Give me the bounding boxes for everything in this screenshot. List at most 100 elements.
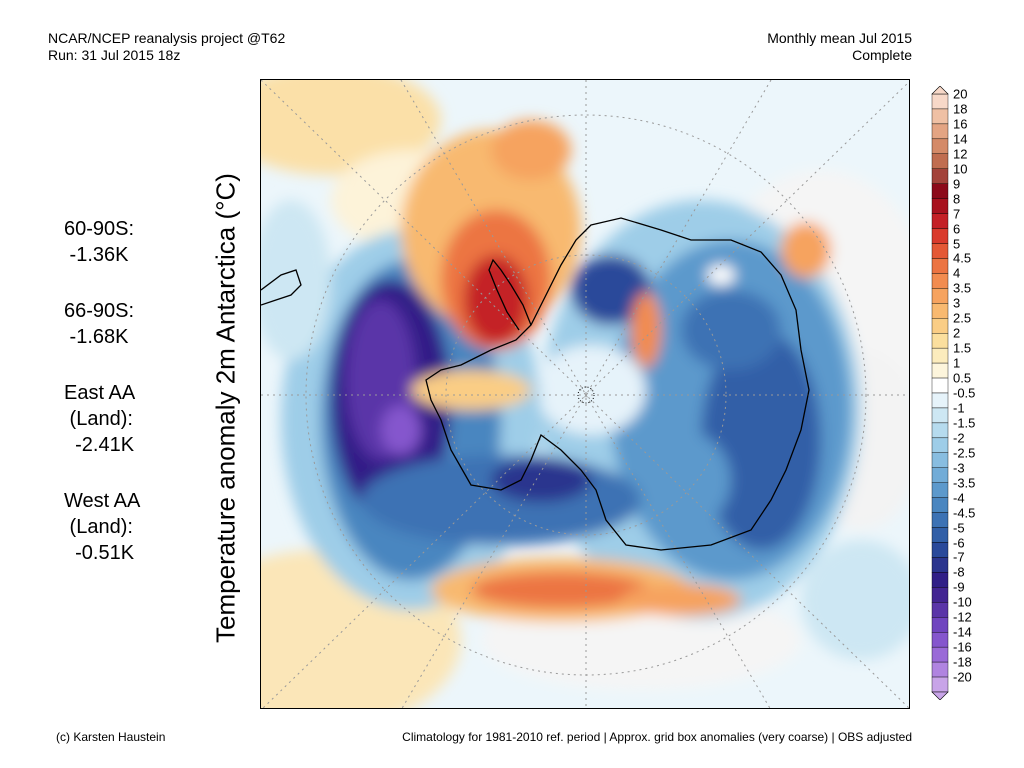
colorbar-label: -4 — [953, 490, 965, 506]
colorbar-label: 20 — [953, 86, 968, 102]
model-title: NCAR/NCEP reanalysis project @T62 — [48, 30, 286, 46]
colorbar-box — [931, 587, 949, 603]
stat-west-aa: West AA (Land): -0.51K — [64, 490, 141, 564]
colorbar-box — [931, 332, 949, 349]
colorbar-label: 4 — [953, 265, 961, 281]
colorbar-label: 14 — [953, 131, 968, 147]
colorbar-box — [931, 512, 949, 528]
colorbar-box — [931, 273, 949, 289]
colorbar-label: 5 — [953, 236, 961, 251]
colorbar-box — [931, 93, 949, 110]
colorbar-box — [931, 168, 949, 184]
colorbar-label: -6 — [953, 535, 965, 550]
colorbar-label: -5 — [953, 520, 965, 536]
colorbar-box — [931, 228, 949, 244]
antarctica-coastline — [425, 217, 810, 551]
colorbar-label: 1.5 — [953, 340, 972, 356]
colorbar-label: 18 — [953, 101, 968, 117]
colorbar-label: 6 — [953, 221, 961, 237]
colorbar-label: 2 — [953, 325, 961, 341]
colorbar-box — [931, 422, 949, 439]
completion-status: Complete — [852, 47, 912, 63]
colorbar-boxes — [931, 93, 949, 693]
colorbar-label: -20 — [953, 669, 972, 685]
colorbar-box — [931, 467, 949, 483]
colorbar-label: -2.5 — [953, 445, 976, 461]
colorbar-label: -8 — [953, 564, 965, 580]
colorbar-box — [931, 646, 949, 663]
colorbar-arrow-top-icon — [931, 86, 949, 95]
header-left: NCAR/NCEP reanalysis project @T62 Run: 3… — [48, 30, 285, 64]
colorbar-label: 9 — [953, 176, 961, 192]
climatology-note: Climatology for 1981-2010 ref. period | … — [402, 730, 912, 744]
colorbar-label: 1 — [953, 355, 961, 371]
colorbar-label: 3.5 — [953, 280, 972, 296]
colorbar — [931, 86, 949, 700]
period-title: Monthly mean Jul 2015 — [767, 30, 912, 46]
colorbar-box — [931, 482, 949, 498]
credit: (c) Karsten Haustein — [56, 730, 166, 744]
colorbar-label: -3 — [953, 460, 965, 476]
colorbar-box — [931, 557, 949, 573]
region-stats: 60-90S: -1.36K 66-90S: -1.68K East AA (L… — [64, 216, 140, 596]
colorbar-box — [931, 303, 949, 319]
colorbar-box — [931, 661, 949, 678]
colorbar-label: 0.5 — [953, 370, 972, 386]
colorbar-box — [931, 183, 949, 199]
map-title: Temperature anomaly 2m Antarctica (°C) — [210, 173, 241, 643]
colorbar-box — [931, 347, 949, 364]
colorbar-labels: 20 18 16 14 12 10 9 8 7 6 5 4.5 4 3.5 3 2.5 2 1.5 1 0.5 -0.5… — [953, 88, 1013, 694]
colorbar-label: -7 — [953, 549, 965, 565]
colorbar-box — [931, 258, 949, 274]
colorbar-box — [931, 602, 949, 618]
colorbar-box — [931, 318, 949, 334]
south-america-coastline — [261, 269, 302, 306]
colorbar-box — [931, 542, 949, 558]
colorbar-box — [931, 617, 949, 633]
colorbar-label: -9 — [953, 579, 965, 595]
colorbar-box — [931, 497, 949, 513]
anomaly-map — [260, 79, 910, 709]
anomaly-map-svg — [261, 80, 909, 708]
colorbar-label: -10 — [953, 594, 972, 610]
colorbar-label: -2 — [953, 430, 965, 446]
colorbar-label: -16 — [953, 639, 972, 655]
colorbar-label: -1 — [953, 400, 965, 416]
colorbar-box — [931, 632, 949, 648]
colorbar-box — [931, 407, 949, 424]
colorbar-box — [931, 213, 949, 229]
stat-60-90s: 60-90S: -1.36K — [64, 218, 135, 266]
colorbar-arrow-bottom-icon — [931, 691, 949, 700]
colorbar-box — [931, 288, 949, 304]
run-time: Run: 31 Jul 2015 18z — [48, 47, 181, 63]
colorbar-box — [931, 572, 949, 588]
colorbar-box — [931, 243, 949, 259]
colorbar-label: 12 — [953, 146, 968, 162]
colorbar-box — [931, 153, 949, 169]
colorbar-box — [931, 377, 949, 394]
colorbar-label: 2.5 — [953, 310, 972, 326]
colorbar-box — [931, 452, 949, 468]
colorbar-label: -1.5 — [953, 415, 976, 431]
colorbar-box — [931, 437, 949, 454]
colorbar-box — [931, 198, 949, 214]
colorbar-label: -14 — [953, 624, 972, 640]
colorbar-box — [931, 527, 949, 543]
stat-east-aa: East AA (Land): -2.41K — [64, 382, 136, 456]
colorbar-box — [931, 676, 949, 693]
graticule — [261, 80, 909, 708]
colorbar-label: -18 — [953, 654, 972, 670]
header-right: Monthly mean Jul 2015 Complete — [767, 30, 912, 64]
colorbar-label: -0.5 — [953, 385, 976, 401]
colorbar-box — [931, 392, 949, 409]
colorbar-box — [931, 123, 949, 140]
colorbar-label: 10 — [953, 161, 968, 177]
colorbar-label: 8 — [953, 191, 961, 207]
colorbar-label: -12 — [953, 609, 972, 625]
colorbar-label: 3 — [953, 295, 961, 311]
stat-66-90s: 66-90S: -1.68K — [64, 300, 135, 348]
south-pole-marker — [577, 386, 595, 404]
colorbar-label: 7 — [953, 206, 961, 222]
colorbar-label: -3.5 — [953, 475, 976, 491]
peninsula-coastline — [488, 258, 532, 331]
